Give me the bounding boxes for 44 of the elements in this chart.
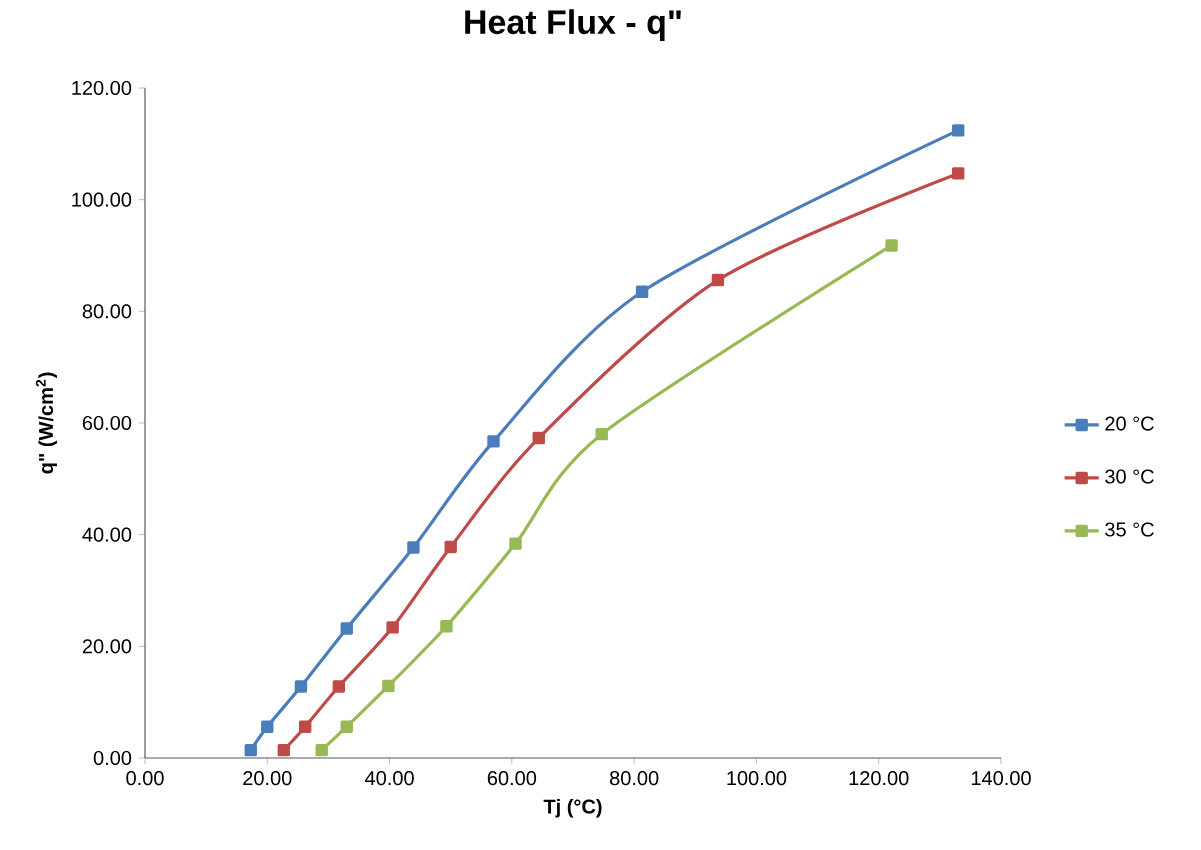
point — [885, 239, 898, 252]
x-tick-label: 140.00 — [971, 771, 1031, 786]
x-tick-label: 100.00 — [727, 771, 787, 786]
point — [444, 540, 457, 554]
point — [487, 435, 500, 448]
x-tick-label: 80.00 — [610, 771, 659, 786]
point — [315, 743, 328, 757]
legend-label: 35 °C — [1105, 522, 1154, 537]
point — [386, 621, 399, 634]
x-tick-label: 20.00 — [243, 771, 292, 786]
point — [711, 273, 725, 287]
point — [261, 720, 274, 733]
chart-title: Heat Flux - q" — [465, 9, 681, 41]
y-tick-label: 80.00 — [82, 304, 132, 319]
point — [407, 541, 420, 554]
x-axis-title: Tj (°C) — [543, 798, 602, 818]
y-tick-label: 120.00 — [72, 80, 132, 96]
point — [952, 167, 965, 180]
y-tick-label: 40.00 — [82, 527, 132, 542]
point — [952, 124, 965, 137]
point — [382, 679, 395, 693]
point — [635, 285, 649, 298]
point — [532, 431, 545, 445]
point — [340, 720, 353, 733]
point — [244, 743, 257, 757]
y-tick-label: 20.00 — [82, 639, 132, 654]
point — [440, 620, 453, 633]
point — [277, 743, 290, 757]
x-tick-label: 0.00 — [126, 771, 164, 786]
legend-label: 20 °C — [1105, 416, 1154, 431]
point — [294, 680, 308, 693]
y-tick-label: 60.00 — [82, 415, 132, 431]
y-axis-title: q" (W/cm$^{2}$) — [35, 372, 58, 474]
x-tick-label: 60.00 — [487, 771, 537, 786]
point — [509, 537, 522, 550]
legend-label: 30 °C — [1105, 469, 1154, 484]
point — [298, 720, 312, 733]
y-tick-label: 0.00 — [93, 750, 132, 766]
point — [595, 427, 608, 441]
point — [332, 680, 346, 693]
x-tick-label: 120.00 — [849, 771, 909, 786]
x-tick-label: 40.00 — [365, 771, 414, 786]
point — [340, 622, 353, 635]
y-tick-label: 100.00 — [72, 192, 132, 207]
